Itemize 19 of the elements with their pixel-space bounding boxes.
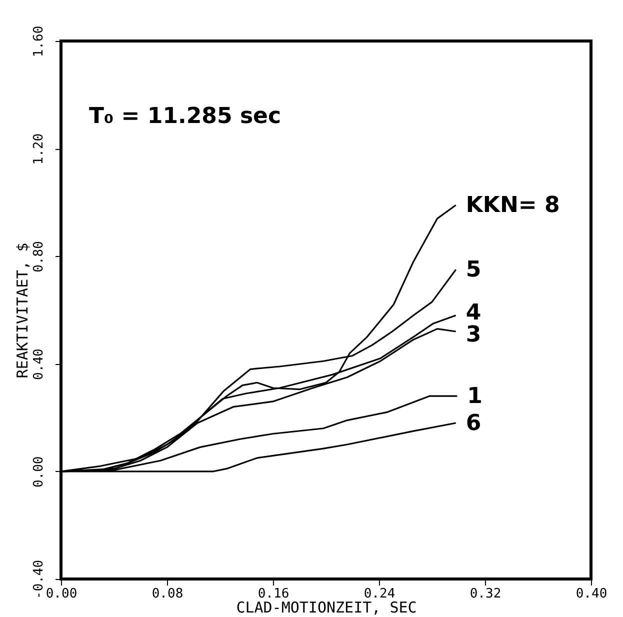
x-tick-label: 0.24 bbox=[364, 586, 396, 602]
y-tick-label: 1.60 bbox=[32, 26, 46, 58]
x-tick-label: 0.16 bbox=[258, 586, 290, 602]
series-label: 6 bbox=[466, 410, 482, 436]
x-axis-title: CLAD-MOTIONZEIT, SEC bbox=[236, 598, 417, 616]
x-tick-label: 0.08 bbox=[152, 586, 184, 602]
y-axis-title: REAKTIVITAET, $ bbox=[14, 242, 32, 378]
y-tick-label: 0.80 bbox=[32, 241, 46, 272]
series-label: 1 bbox=[467, 384, 482, 410]
series-label: KKN= 8 bbox=[466, 193, 560, 218]
y-tick-label: 0.00 bbox=[32, 456, 46, 488]
y-tick-label: -0.40 bbox=[32, 560, 46, 600]
y-tick-label: 0.40 bbox=[32, 348, 46, 380]
annotation: T₀ = 11.285 sec bbox=[89, 104, 282, 129]
y-tick-label: 1.20 bbox=[32, 133, 46, 165]
series-label: 5 bbox=[466, 258, 482, 283]
x-tick-label: 0.40 bbox=[576, 586, 608, 602]
x-tick-label: 0.32 bbox=[470, 586, 502, 602]
x-tick-label: 0.00 bbox=[46, 586, 78, 602]
